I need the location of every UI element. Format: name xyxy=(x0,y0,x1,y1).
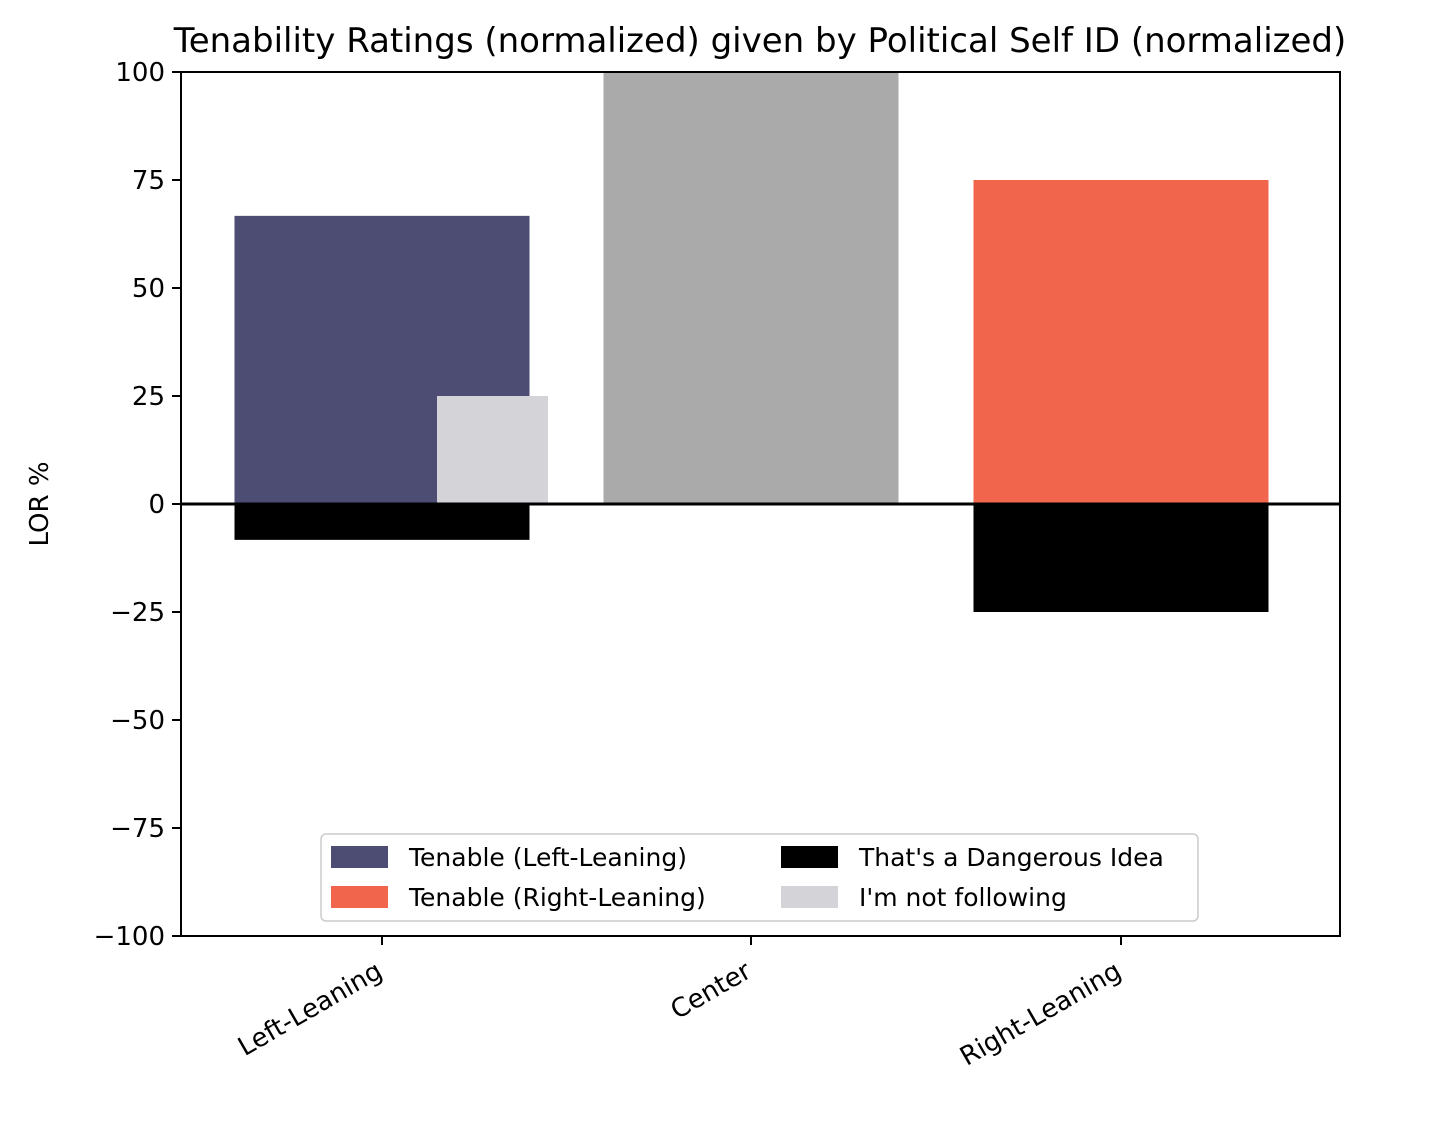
legend-box xyxy=(320,833,1199,922)
y-tick-label: −100 xyxy=(94,922,165,952)
y-tick-label: 50 xyxy=(132,274,165,304)
x-tick-label: Left-Leaning xyxy=(233,956,387,1062)
x-tick-label: Center xyxy=(666,956,757,1026)
x-tick-label: Right-Leaning xyxy=(955,956,1126,1072)
legend-swatch-tenable-left-leaning xyxy=(331,846,388,868)
y-tick-label: −25 xyxy=(110,598,165,628)
y-axis-ticks: 100 75 50 25 0 −25 −50 −75 −100 xyxy=(94,58,181,952)
legend-swatch-tenable-right-leaning xyxy=(331,886,388,908)
bars-layer xyxy=(234,72,1269,612)
y-tick-label: 25 xyxy=(132,382,165,412)
y-tick-label: 100 xyxy=(115,58,165,88)
legend-swatch-i-m-not-following xyxy=(781,886,838,908)
bar-right-leaning-tenable-right-leaning xyxy=(973,180,1269,504)
bar-left-leaning-i-m-not-following xyxy=(437,396,548,504)
legend-swatch-that-s-a-dangerous-idea xyxy=(781,846,838,868)
x-axis-ticks: Left-Leaning Center Right-Leaning xyxy=(233,936,1127,1072)
bar-left-leaning-that-s-a-dangerous-idea xyxy=(234,504,530,540)
legend: Tenable (Left-Leaning) That's a Dangerous… xyxy=(320,833,1199,922)
legend-label: I'm not following xyxy=(859,883,1067,912)
y-tick-label: −75 xyxy=(110,814,165,844)
legend-label: That's a Dangerous Idea xyxy=(858,843,1164,872)
y-tick-label: 0 xyxy=(148,490,165,520)
legend-label: Tenable (Right-Leaning) xyxy=(408,883,706,912)
y-axis-label: LOR % xyxy=(25,461,55,546)
chart-title: Tenability Ratings (normalized) given by… xyxy=(173,21,1347,61)
bar-right-leaning-that-s-a-dangerous-idea xyxy=(973,504,1269,612)
y-tick-label: 75 xyxy=(132,166,165,196)
legend-label: Tenable (Left-Leaning) xyxy=(408,843,687,872)
bar-center-center xyxy=(603,72,899,504)
y-tick-label: −50 xyxy=(110,706,165,736)
